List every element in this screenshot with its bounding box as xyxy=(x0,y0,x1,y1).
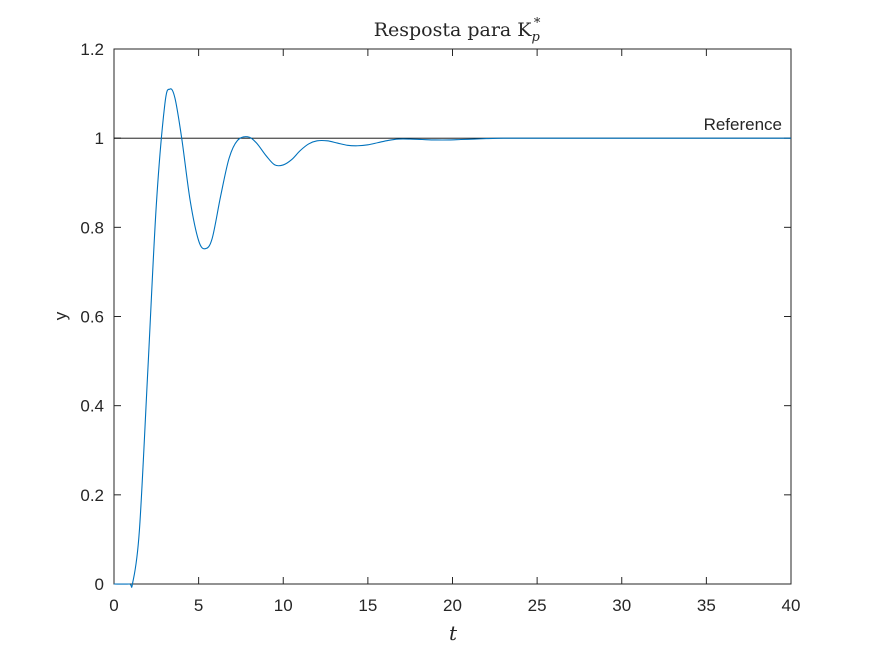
x-tick-label: 30 xyxy=(612,596,631,615)
x-tick-label: 5 xyxy=(194,596,203,615)
series-group xyxy=(113,88,791,588)
y-axis-label: y xyxy=(51,311,70,320)
y-tick-label: 0 xyxy=(95,575,104,594)
x-tick-label: 25 xyxy=(528,596,547,615)
x-axis-label: t xyxy=(449,621,458,645)
y-tick-label: 0.4 xyxy=(80,397,104,416)
y-tick-label: 1.2 xyxy=(80,40,104,59)
plot-area xyxy=(113,48,792,585)
y-axis-ticks: 0 0.2 0.4 0.6 0.8 1 1.2 xyxy=(80,40,791,594)
reference-label: Reference xyxy=(704,115,782,134)
x-tick-label: 10 xyxy=(274,596,293,615)
x-tick-label: 40 xyxy=(782,596,801,615)
series-line xyxy=(113,88,791,588)
x-tick-label: 0 xyxy=(109,596,118,615)
y-tick-label: 0.2 xyxy=(80,486,104,505)
y-tick-label: 0.8 xyxy=(80,218,104,237)
chart-title-main: Resposta para K xyxy=(374,19,533,41)
y-tick-label: 0.6 xyxy=(80,308,104,327)
x-tick-label: 20 xyxy=(443,596,462,615)
chart-title: Resposta para Kp* xyxy=(374,16,541,45)
x-tick-label: 15 xyxy=(358,596,377,615)
x-axis-ticks: 0 5 10 15 20 25 30 35 40 xyxy=(109,49,800,615)
chart-title-subscript: p xyxy=(531,30,540,45)
chart-title-superscript: * xyxy=(534,16,541,31)
x-tick-label: 35 xyxy=(697,596,716,615)
y-tick-label: 1 xyxy=(95,129,104,148)
